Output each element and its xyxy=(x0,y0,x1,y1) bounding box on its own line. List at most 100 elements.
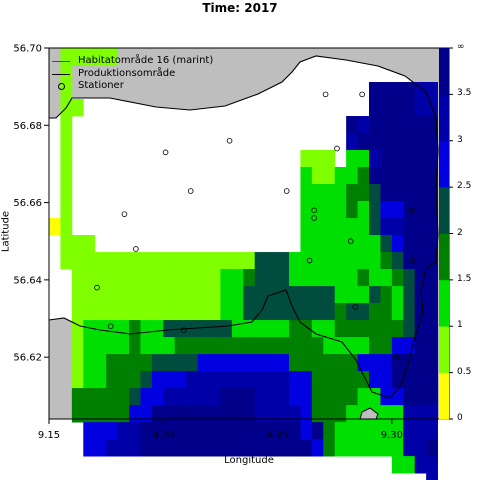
heatmap-cell xyxy=(151,422,164,440)
coastline xyxy=(48,55,439,399)
heatmap-cell xyxy=(231,388,244,406)
heatmap-cell xyxy=(311,422,324,440)
heatmap-cell xyxy=(129,371,141,389)
heatmap-cell xyxy=(83,388,96,406)
heatmap-cell xyxy=(197,320,210,338)
heatmap-cell xyxy=(289,422,301,440)
heatmap-cell xyxy=(426,422,438,440)
heatmap-cell xyxy=(403,405,416,423)
heatmap-cell xyxy=(129,405,141,423)
colorbar-segment xyxy=(439,140,449,188)
heatmap-cell xyxy=(426,82,438,100)
heatmap-cell xyxy=(243,388,256,406)
heatmap-cell xyxy=(357,320,370,338)
heatmap-cell xyxy=(83,371,96,389)
heatmap-cell xyxy=(163,388,176,406)
heatmap-cell xyxy=(83,422,96,440)
heatmap-cell xyxy=(277,252,290,270)
heatmap-cell xyxy=(380,422,393,440)
heatmap-cell xyxy=(266,320,278,338)
heatmap-cell xyxy=(197,303,210,321)
colorbar-segment xyxy=(439,94,449,142)
heatmap-cell xyxy=(163,252,176,270)
heatmap-cell xyxy=(231,405,244,423)
heatmap-cell xyxy=(334,269,347,287)
heatmap-cell xyxy=(129,422,141,440)
heatmap-cell xyxy=(426,388,438,406)
heatmap-cell xyxy=(60,116,73,134)
heatmap-cell xyxy=(300,388,313,406)
heatmap-cell xyxy=(94,439,107,457)
heatmap-cell xyxy=(391,439,404,457)
heatmap-cell xyxy=(174,337,187,355)
heatmap-cell xyxy=(209,252,221,270)
heatmap-cell xyxy=(83,337,96,355)
heatmap-cell xyxy=(197,269,210,287)
heatmap-cell xyxy=(403,184,416,202)
heatmap-cell xyxy=(151,252,164,270)
heatmap-cell xyxy=(391,388,404,406)
heatmap-cell xyxy=(231,303,244,321)
heatmap-cell xyxy=(311,303,324,321)
heatmap-cell xyxy=(334,388,347,406)
heatmap-cell xyxy=(243,405,256,423)
heatmap-cell xyxy=(380,184,393,202)
heatmap-cell xyxy=(231,354,244,372)
heatmap-cell xyxy=(254,320,267,338)
heatmap-cell xyxy=(323,269,336,287)
heatmap-cell xyxy=(209,371,221,389)
legend-entry-production: Produktionsområde xyxy=(50,68,213,81)
heatmap-cell xyxy=(277,269,290,287)
colorbar-tick-label: 0 xyxy=(457,413,463,423)
colorbar-segment xyxy=(439,326,449,373)
heatmap-cell xyxy=(289,337,301,355)
colorbar-tick-label: 2 xyxy=(457,227,463,238)
heatmap-cell xyxy=(186,405,198,423)
station-point xyxy=(311,207,317,214)
heatmap-cell xyxy=(311,167,324,185)
heatmap-cell xyxy=(391,252,404,270)
heatmap-cell xyxy=(369,201,381,219)
heatmap-cell xyxy=(140,252,153,270)
colorbar-tick-label: 2.5 xyxy=(457,181,472,192)
legend: Habitatområde 16 (marint) Produktionsomr… xyxy=(50,55,213,93)
station-point xyxy=(347,238,354,245)
heatmap-cell xyxy=(94,405,107,423)
heatmap-cell xyxy=(129,269,141,287)
heatmap-cell xyxy=(243,422,256,440)
heatmap-cell xyxy=(311,252,324,270)
heatmap-cell xyxy=(380,286,393,304)
heatmap-cell xyxy=(311,235,324,253)
heatmap-cell xyxy=(426,473,438,480)
heatmap-cell xyxy=(266,422,278,440)
heatmap-cell xyxy=(174,269,187,287)
heatmap-cell xyxy=(380,439,393,457)
heatmap-cell xyxy=(391,167,404,185)
heatmap-cell xyxy=(231,286,244,304)
heatmap-cell xyxy=(60,167,73,185)
heatmap-cell xyxy=(106,252,118,270)
heatmap-cell xyxy=(426,184,438,202)
heatmap-cell xyxy=(83,320,96,338)
heatmap-cell xyxy=(197,405,210,423)
heatmap-cell xyxy=(369,388,381,406)
heatmap-cell xyxy=(300,371,313,389)
x-tick-label: 9.15 xyxy=(38,430,60,441)
heatmap-cell xyxy=(403,354,416,372)
heatmap-cell xyxy=(140,354,153,372)
heatmap-cell xyxy=(106,303,118,321)
heatmap-cell xyxy=(426,354,438,372)
heatmap-cell xyxy=(71,252,84,270)
heatmap-cell xyxy=(414,354,427,372)
heatmap-cell xyxy=(163,286,176,304)
heatmap-cell xyxy=(346,439,358,457)
heatmap-cell xyxy=(71,286,84,304)
heatmap-cell xyxy=(289,320,301,338)
heatmap-cell xyxy=(357,133,370,151)
heatmap-cell xyxy=(357,218,370,236)
heatmap-cell xyxy=(357,388,370,406)
heatmap-cell xyxy=(369,337,381,355)
heatmap-cell xyxy=(334,439,347,457)
heatmap-cell xyxy=(357,116,370,134)
heatmap-cell xyxy=(380,269,393,287)
